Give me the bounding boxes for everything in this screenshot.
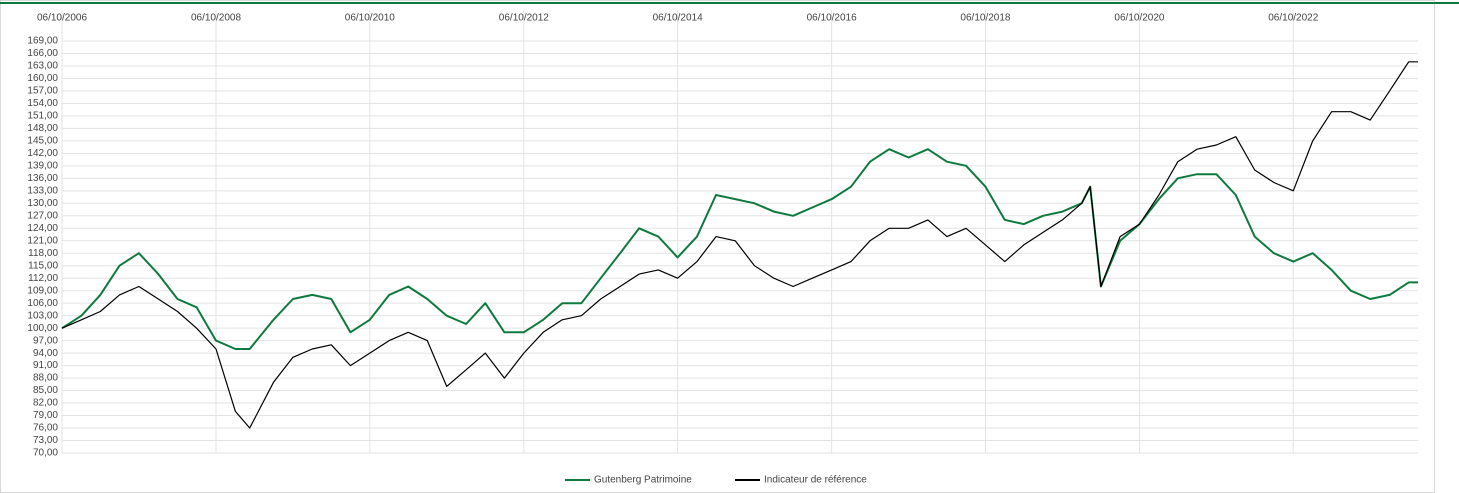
y-tick-label: 94,00 — [33, 348, 58, 359]
x-tick-label: 06/10/2018 — [960, 13, 1010, 24]
x-tick-label: 06/10/2016 — [807, 13, 857, 24]
x-tick-label: 06/10/2022 — [1268, 13, 1318, 24]
y-tick-label: 97,00 — [33, 335, 58, 346]
x-tick-label: 06/10/2006 — [37, 13, 87, 24]
legend-label: Gutenberg Patrimoine — [594, 475, 692, 486]
y-tick-label: 103,00 — [27, 310, 58, 321]
y-tick-label: 118,00 — [28, 248, 58, 259]
y-tick-label: 151,00 — [27, 111, 58, 122]
y-tick-label: 136,00 — [27, 173, 58, 184]
y-tick-label: 106,00 — [27, 298, 58, 309]
y-tick-label: 148,00 — [27, 123, 58, 134]
y-tick-label: 70,00 — [33, 448, 58, 459]
y-tick-label: 100,00 — [27, 323, 58, 334]
x-tick-label: 06/10/2010 — [345, 13, 395, 24]
x-tick-label: 06/10/2012 — [499, 13, 549, 24]
y-tick-label: 127,00 — [27, 210, 58, 221]
y-tick-label: 157,00 — [27, 86, 58, 97]
x-tick-label: 06/10/2014 — [653, 13, 703, 24]
y-tick-label: 91,00 — [33, 360, 58, 371]
y-tick-label: 154,00 — [27, 98, 58, 109]
y-tick-label: 76,00 — [33, 423, 58, 434]
y-tick-label: 85,00 — [33, 385, 58, 396]
y-tick-label: 88,00 — [33, 373, 58, 384]
series-line — [61, 148, 1418, 350]
y-tick-label: 73,00 — [33, 435, 58, 446]
series-line — [61, 61, 1418, 429]
y-tick-label: 139,00 — [27, 160, 58, 171]
legend-label: Indicateur de référence — [764, 475, 867, 486]
y-tick-label: 160,00 — [27, 73, 58, 84]
y-tick-label: 130,00 — [27, 198, 58, 209]
y-tick-label: 163,00 — [27, 61, 58, 72]
y-tick-label: 133,00 — [27, 185, 58, 196]
y-tick-label: 145,00 — [27, 136, 58, 147]
x-tick-label: 06/10/2008 — [191, 13, 241, 24]
y-tick-label: 142,00 — [27, 148, 58, 159]
y-tick-label: 169,00 — [27, 36, 58, 47]
y-tick-label: 112,00 — [28, 273, 58, 284]
y-tick-label: 115,00 — [28, 260, 58, 271]
y-tick-label: 166,00 — [27, 48, 58, 59]
y-tick-label: 121,00 — [27, 235, 58, 246]
x-tick-label: 06/10/2020 — [1114, 13, 1164, 24]
y-tick-label: 82,00 — [33, 398, 58, 409]
y-tick-label: 109,00 — [27, 285, 58, 296]
y-tick-label: 124,00 — [27, 223, 58, 234]
y-tick-label: 79,00 — [33, 410, 58, 421]
